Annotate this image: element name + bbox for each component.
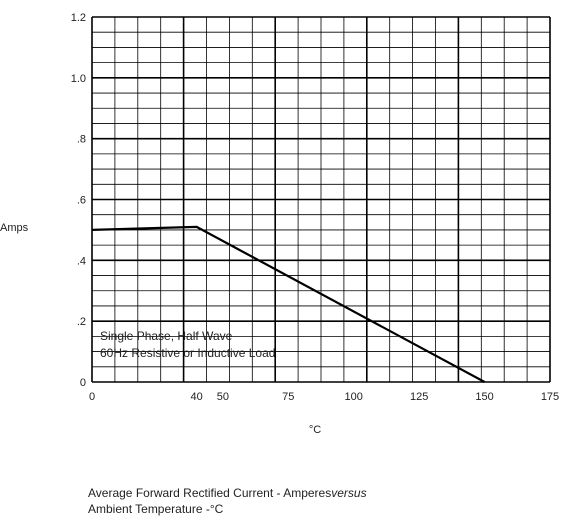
y-axis-title: Amps [0, 222, 29, 234]
caption-line-1: Average Forward Rectified Current - Ampe… [88, 486, 367, 500]
x-axis-title: °C [309, 424, 321, 436]
x-tick-label: 50 [217, 391, 229, 403]
y-tick-label: 0 [80, 377, 86, 389]
axis-labels: 0 .2 .4 .6 .8 1.0 1.2 0 40 50 75 100 125 150 175 [71, 12, 559, 403]
caption-line-2: Ambient Temperature -°C [88, 502, 224, 516]
derating-curve-line [91, 225, 486, 383]
y-tick-label: .6 [77, 195, 86, 207]
x-tick-label: 150 [475, 391, 493, 403]
y-tick-label: .2 [77, 316, 86, 328]
x-tick-label: 75 [282, 391, 294, 403]
y-tick-label: .4 [77, 255, 86, 267]
x-tick-label: 0 [89, 391, 95, 403]
x-tick-label: 100 [345, 391, 363, 403]
x-tick-label: 125 [410, 391, 428, 403]
y-tick-label: 1.2 [71, 12, 86, 24]
y-tick-label: .8 [77, 134, 86, 146]
caption-line-1-italic: versus [331, 486, 367, 500]
series [91, 225, 486, 383]
x-tick-label: 40 [191, 391, 203, 403]
annotation: Single Phase, Half Wave 60Hz Resistive o… [100, 329, 275, 360]
y-tick-label: 1.0 [71, 73, 86, 85]
grid [91, 16, 551, 383]
x-tick-label: 175 [541, 391, 559, 403]
caption-line-1-prefix: Average Forward Rectified Current - Ampe… [88, 486, 332, 500]
annotation-line-1: Single Phase, Half Wave [100, 329, 233, 343]
annotation-line-2: 60Hz Resistive or Inductive Load [100, 346, 275, 360]
